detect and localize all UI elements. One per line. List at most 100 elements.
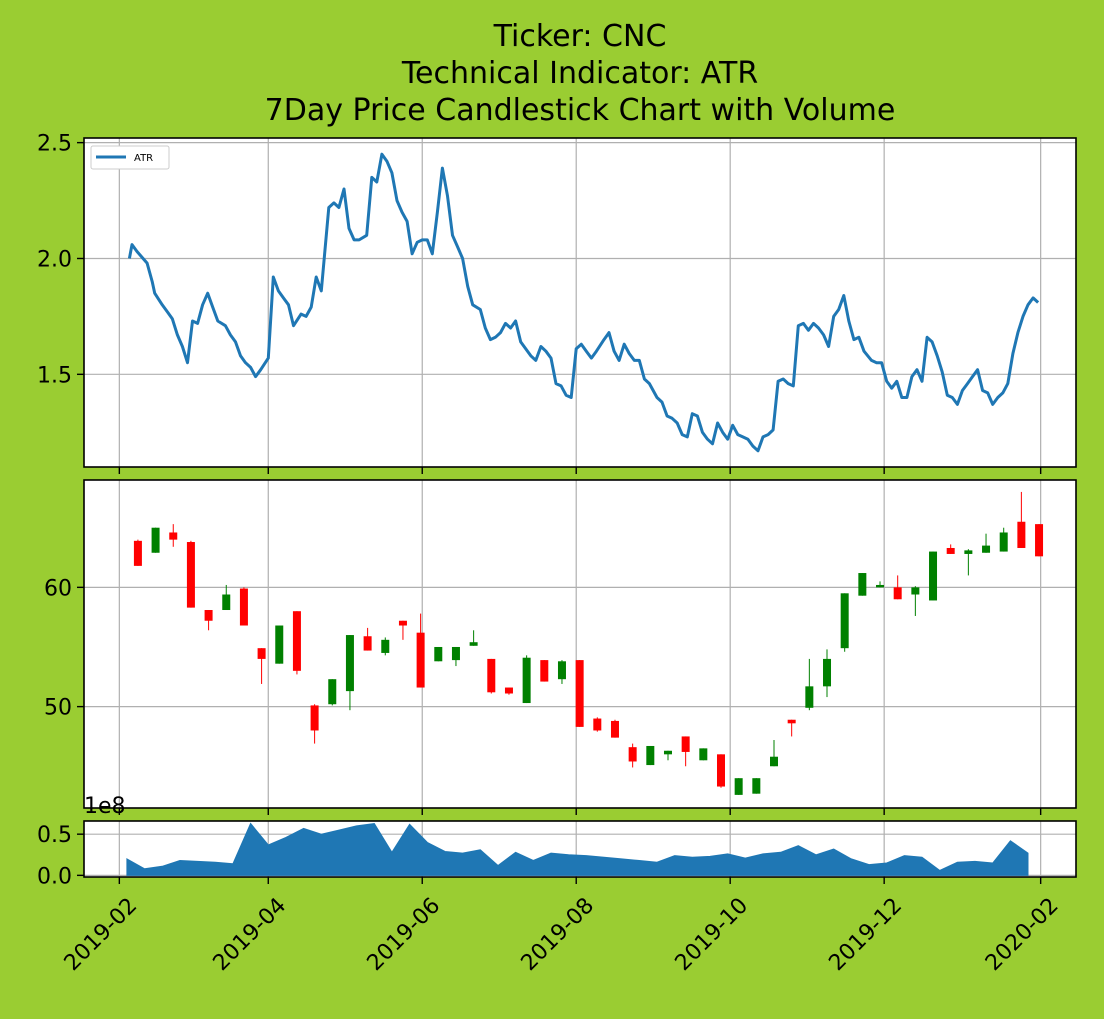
atr-line [127,152,1040,453]
volume-area [126,822,1029,876]
candle [310,704,319,744]
candle-body [398,620,407,626]
candle-body [929,551,938,601]
volume-panel: 0.0 0.5 1e8 [37,794,1077,889]
candle [840,593,849,652]
atr-ytick-label-2.0: 2.0 [37,247,72,272]
candle-body [1035,524,1044,557]
candle [504,687,513,695]
candle [451,646,460,667]
candle [876,581,885,588]
candle [204,610,213,631]
atr-panel: 1.5 2.0 2.5 ATR [37,132,1077,468]
atr-y-axis: 1.5 2.0 2.5 [37,132,84,388]
candle [610,719,619,738]
candle [363,627,372,651]
price-candles [133,491,1044,795]
candle [557,660,566,684]
candle [133,539,142,566]
price-ytick-label-50: 50 [44,696,72,721]
candle-body [734,778,743,795]
candle-body [575,660,584,727]
candle-body [522,657,531,704]
candle [292,611,301,675]
candle-body [770,756,779,767]
candle [186,540,195,608]
candle-body [946,547,955,554]
volume-ytick-label-0.0: 0.0 [37,864,72,889]
x-tick-label-2020-02: 2020-02 [981,893,1064,976]
candle-body [487,658,496,693]
price-panel-background [84,480,1076,808]
candle [823,649,832,698]
volume-ytick-label-0.5: 0.5 [37,823,72,848]
candle-body [752,778,761,794]
candle-body [328,679,337,705]
candle [1035,524,1044,557]
candle-body [646,745,655,766]
atr-ytick-label-2.5: 2.5 [37,132,72,157]
atr-panel-frame [83,137,1077,468]
candle [169,524,178,547]
candle [663,750,672,761]
candle-body [540,660,549,682]
candle-body [610,720,619,738]
candle-body [275,625,284,664]
candle [416,613,425,688]
candle [805,658,814,711]
candle-body [381,639,390,653]
candle-body [434,646,443,662]
candle-body [699,748,708,761]
price-ytick-label-60: 60 [44,576,72,601]
x-tick-label-2019-08: 2019-08 [517,893,600,976]
candle-body [363,636,372,651]
atr-panel-background [84,138,1076,467]
chart-title: Ticker: CNC Technical Indicator: ATR 7Da… [265,19,896,128]
candle [151,527,160,553]
legend-box [90,145,170,170]
volume-panel-frame [83,820,1077,878]
candle-body [787,719,796,724]
volume-multiplier-label: 1e8 [84,794,126,819]
candle [275,625,284,664]
candle-body [204,610,213,621]
candle [522,655,531,704]
candle [999,527,1008,552]
candle-body [823,658,832,687]
candle [787,719,796,737]
candle-body [628,747,637,762]
candle [593,717,602,732]
price-panel-frame [83,479,1077,809]
candle [540,660,549,682]
candle [946,544,955,554]
candle [239,587,248,626]
volume-y-axis: 0.0 0.5 [37,823,84,889]
candle-body [469,642,478,646]
candle [929,551,938,601]
x-tick-label-2019-06: 2019-06 [363,893,446,976]
title-line-indicator: Technical Indicator: ATR [401,56,758,91]
x-tick-label-2019-12: 2019-12 [824,893,907,976]
candle-body [858,573,867,596]
price-y-axis: 50 60 [44,576,84,721]
candle-body [681,736,690,752]
candle [222,584,231,611]
candle [734,778,743,795]
candle [398,620,407,640]
x-tick-label-2019-10: 2019-10 [671,893,754,976]
candle [716,754,725,788]
title-line-ticker: Ticker: CNC [493,19,667,54]
candle-body [593,718,602,731]
x-tick-label-2019-04: 2019-04 [209,893,292,976]
candle-body [1017,521,1026,548]
candle [964,549,973,576]
candle-body [876,584,885,588]
atr-series [127,152,1040,453]
atr-ytick-label-1.5: 1.5 [37,363,72,388]
x-tick-label-2019-02: 2019-02 [60,893,143,976]
candle [752,778,761,794]
atr-grid [84,138,1076,467]
price-panel: 50 60 [44,479,1077,809]
candle-body [964,550,973,554]
